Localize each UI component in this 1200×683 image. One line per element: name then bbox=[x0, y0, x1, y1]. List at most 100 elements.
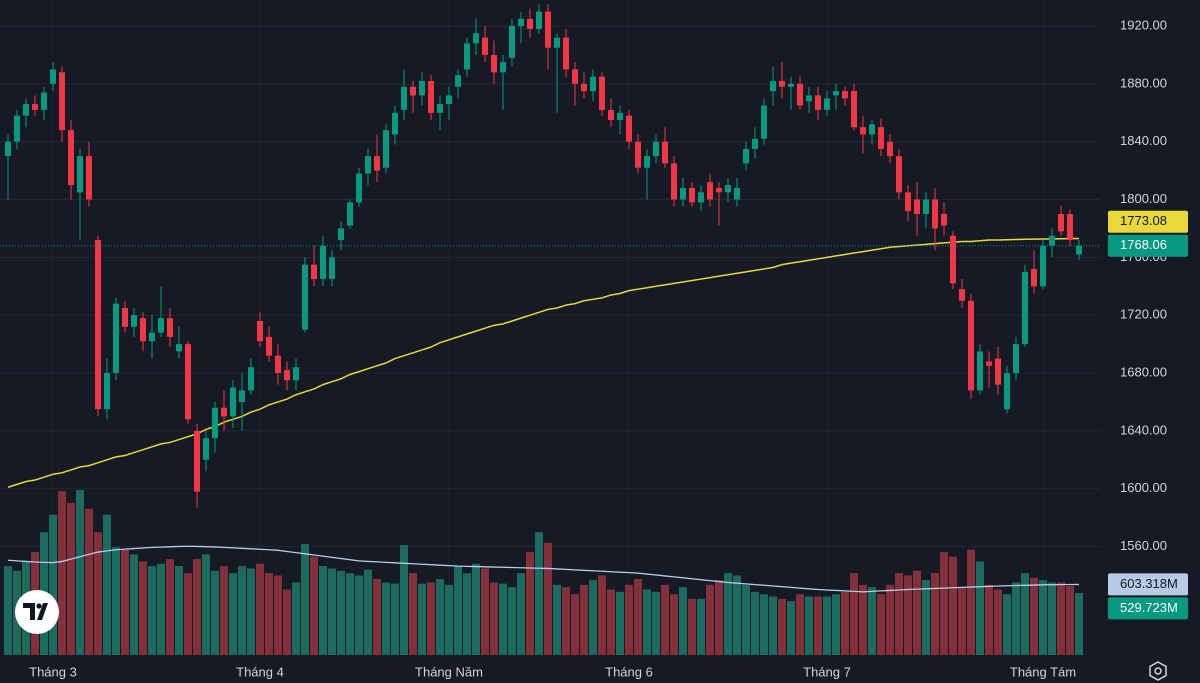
candle-body bbox=[428, 80, 434, 113]
candle-body bbox=[410, 86, 416, 96]
volume-bar bbox=[589, 580, 597, 655]
candle-body bbox=[338, 228, 344, 241]
candle-body bbox=[59, 72, 65, 131]
volume-bar bbox=[895, 573, 903, 655]
candle-body bbox=[995, 358, 1001, 385]
volume-bar bbox=[301, 543, 309, 655]
volume-bar bbox=[184, 573, 192, 655]
settings-icon[interactable] bbox=[1149, 661, 1167, 681]
ma-line bbox=[7, 237, 1080, 488]
candle-body bbox=[680, 187, 686, 200]
candle-body bbox=[527, 18, 533, 29]
volume-bar bbox=[427, 582, 435, 655]
candle-body bbox=[122, 307, 128, 327]
candle-body bbox=[167, 318, 173, 337]
candle-body bbox=[140, 318, 146, 342]
candle-body bbox=[671, 163, 677, 200]
x-tick-label: Tháng 3 bbox=[29, 664, 77, 679]
logo-mark[interactable] bbox=[23, 603, 48, 620]
volume-bar bbox=[166, 559, 174, 655]
volume-bar bbox=[697, 598, 705, 655]
volume-bar bbox=[823, 596, 831, 655]
volume-bar bbox=[1066, 585, 1074, 655]
volume-bar bbox=[967, 549, 975, 655]
volume-bar bbox=[679, 587, 687, 655]
volume-bar bbox=[265, 573, 273, 655]
volume-ma-label: 603.318M bbox=[1120, 576, 1178, 591]
candle-body bbox=[131, 315, 137, 327]
candle-body bbox=[95, 240, 101, 410]
candle-body bbox=[77, 156, 83, 193]
volume-bar bbox=[454, 566, 462, 655]
volume-bar bbox=[436, 578, 444, 655]
logo-dot[interactable] bbox=[36, 603, 42, 609]
candle-body bbox=[257, 320, 263, 342]
volume-bar bbox=[157, 563, 165, 655]
candle-body bbox=[14, 115, 20, 142]
volume-bar bbox=[1075, 593, 1083, 655]
volume-bar bbox=[229, 573, 237, 655]
y-tick-label: 1640.00 bbox=[1120, 422, 1167, 437]
candle-body bbox=[68, 130, 74, 186]
candle-body bbox=[635, 141, 641, 168]
volume-bar bbox=[220, 566, 228, 655]
candle-body bbox=[203, 438, 209, 460]
volume-bar bbox=[382, 582, 390, 655]
candle-body bbox=[41, 92, 47, 110]
candle-body bbox=[914, 199, 920, 214]
volume-bar bbox=[310, 556, 318, 655]
candle-body bbox=[716, 187, 722, 193]
volume-bar bbox=[634, 578, 642, 655]
volume-bar bbox=[580, 584, 588, 655]
candle-body bbox=[626, 115, 632, 142]
candle-body bbox=[896, 156, 902, 193]
candle-body bbox=[779, 80, 785, 87]
candle-body bbox=[842, 91, 848, 99]
logo[interactable] bbox=[15, 590, 59, 634]
volume-bar bbox=[985, 584, 993, 655]
price-pane bbox=[0, 4, 1100, 508]
settings-icon-center[interactable] bbox=[1154, 667, 1162, 675]
volume-bar bbox=[121, 549, 129, 655]
candle-body bbox=[464, 43, 470, 70]
volume-bar bbox=[175, 566, 183, 655]
candle-body bbox=[653, 141, 659, 157]
candle-body bbox=[518, 18, 524, 27]
candle-body bbox=[509, 26, 515, 58]
candle-body bbox=[959, 289, 965, 301]
volume-bar bbox=[193, 559, 201, 655]
volume-bar bbox=[742, 584, 750, 655]
candle-body bbox=[986, 361, 992, 366]
volume-bar bbox=[787, 601, 795, 655]
candle-body bbox=[815, 95, 821, 110]
candle-body bbox=[329, 257, 335, 280]
candle-body bbox=[797, 83, 803, 106]
volume-bar bbox=[1039, 580, 1047, 655]
candle-body bbox=[194, 430, 200, 492]
candle-body bbox=[212, 407, 218, 439]
logo-badge[interactable] bbox=[15, 590, 59, 634]
candle-body bbox=[1067, 213, 1073, 241]
candle-body bbox=[482, 37, 488, 55]
volume-bar bbox=[535, 532, 543, 655]
volume-bar bbox=[292, 582, 300, 655]
candle-body bbox=[455, 75, 461, 87]
candle-body bbox=[311, 264, 317, 280]
volume-bar bbox=[148, 566, 156, 655]
y-tick-label: 1680.00 bbox=[1120, 364, 1167, 379]
candle-body bbox=[1031, 268, 1037, 287]
settings-button[interactable] bbox=[1149, 661, 1167, 681]
volume-bar bbox=[58, 491, 66, 655]
volume-bar bbox=[841, 591, 849, 655]
volume-bar bbox=[247, 568, 255, 655]
candle-body bbox=[302, 264, 308, 330]
candle-body bbox=[1004, 373, 1010, 410]
volume-bar bbox=[1021, 573, 1029, 655]
volume-bar bbox=[706, 584, 714, 655]
y-tick-label: 1840.00 bbox=[1120, 133, 1167, 148]
candle-body bbox=[239, 390, 245, 402]
volume-bar bbox=[76, 490, 84, 655]
candle-body bbox=[365, 156, 371, 174]
candle-body bbox=[824, 98, 830, 110]
candle-body bbox=[1058, 213, 1064, 232]
